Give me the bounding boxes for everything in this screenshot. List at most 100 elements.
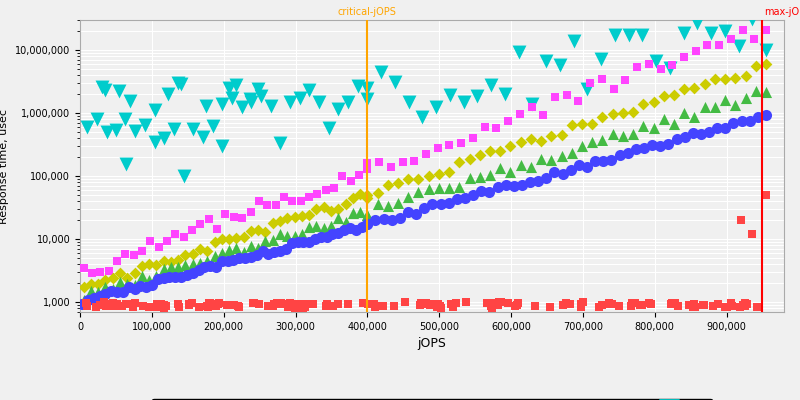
min [246,300,259,306]
95-th percentile [310,206,323,212]
90-th percentile [179,262,192,268]
max [416,114,429,120]
min [126,304,139,310]
99-th percentile [269,202,282,208]
min [201,304,214,310]
95-th percentile [617,110,630,116]
max [252,86,265,92]
99-th percentile [202,216,215,222]
min [298,304,311,310]
min [159,303,172,310]
95-th percentile [245,228,258,234]
max [175,81,188,87]
median [711,125,724,131]
max [90,116,103,123]
min [151,301,164,308]
99-th percentile [110,258,123,265]
90-th percentile [208,252,221,259]
min [725,300,738,306]
99-th percentile [396,159,409,165]
99-th percentile [642,61,655,67]
90-th percentile [85,288,98,294]
99-th percentile [261,202,274,208]
99-th percentile [152,243,165,250]
min [425,301,438,308]
max [206,123,219,129]
median [268,248,281,255]
median [450,196,463,202]
median [117,288,130,295]
90-th percentile [545,157,558,163]
min [171,301,184,307]
min [320,303,333,310]
median [466,192,479,198]
max [746,16,758,22]
min [734,217,747,224]
99-th percentile [607,86,620,92]
min [485,302,498,309]
95-th percentile [678,86,690,92]
min [512,300,525,306]
90-th percentile [325,222,338,229]
90-th percentile [238,249,250,255]
median [662,141,675,148]
90-th percentile [422,186,435,192]
90-th percentile [274,231,286,238]
min [574,304,587,310]
90-th percentile [295,231,308,237]
90-th percentile [361,212,374,218]
min [93,302,106,308]
min [559,299,572,306]
min [414,302,426,309]
median [532,178,545,184]
max [226,95,238,101]
min [158,302,170,308]
median [630,146,642,153]
median [94,293,106,299]
95-th percentile [525,136,538,142]
90-th percentile [606,131,619,138]
median [198,264,210,270]
95-th percentile [332,206,345,212]
median [475,188,488,194]
90-th percentile [647,125,660,131]
99-th percentile [701,42,714,48]
min [99,303,112,310]
90-th percentile [194,260,206,266]
95-th percentile [402,176,414,182]
90-th percentile [626,130,639,137]
min [111,300,124,307]
min [596,302,609,308]
min [628,300,641,306]
99-th percentile [584,80,597,86]
90-th percentile [534,156,547,163]
min [447,304,460,310]
90-th percentile [392,200,405,206]
99-th percentile [327,184,340,191]
max [361,96,374,102]
99-th percentile [431,144,444,151]
max [512,49,525,55]
min [718,304,731,311]
95-th percentile [325,208,338,214]
max [526,100,538,107]
min [268,300,281,307]
90-th percentile [121,281,134,287]
median [245,254,258,260]
max [178,173,190,179]
median [458,195,471,201]
median [291,239,304,245]
X-axis label: jOPS: jOPS [418,337,446,350]
median [320,234,333,240]
median [524,179,537,186]
99-th percentile [194,220,207,227]
95-th percentile [361,195,374,202]
99-th percentile [319,187,332,194]
median [192,266,205,273]
median [186,270,199,276]
99-th percentile [361,160,374,166]
99-th percentile [161,238,174,244]
95-th percentile [760,61,773,67]
90-th percentile [371,201,384,208]
95-th percentile [165,258,178,265]
